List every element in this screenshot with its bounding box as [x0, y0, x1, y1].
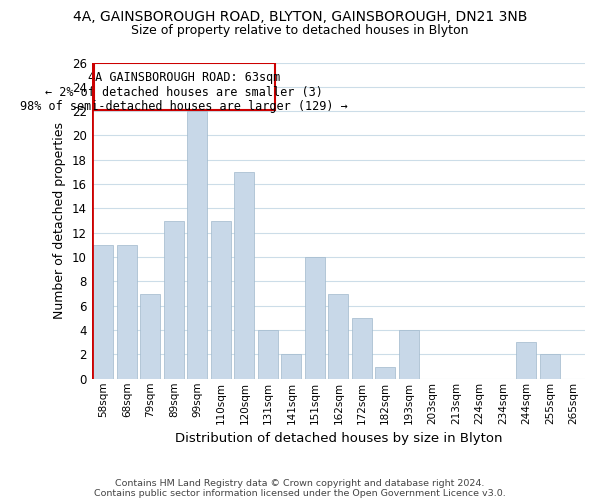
- Text: Size of property relative to detached houses in Blyton: Size of property relative to detached ho…: [131, 24, 469, 37]
- Bar: [516, 342, 536, 379]
- Text: 4A, GAINSBOROUGH ROAD, BLYTON, GAINSBOROUGH, DN21 3NB: 4A, GAINSBOROUGH ROAD, BLYTON, GAINSBORO…: [73, 10, 527, 24]
- Bar: [328, 294, 349, 379]
- Bar: [305, 257, 325, 379]
- Text: 98% of semi-detached houses are larger (129) →: 98% of semi-detached houses are larger (…: [20, 100, 348, 113]
- Bar: [187, 111, 208, 379]
- Bar: [281, 354, 301, 379]
- FancyBboxPatch shape: [94, 63, 275, 110]
- Bar: [399, 330, 419, 379]
- Bar: [352, 318, 372, 379]
- Text: 4A GAINSBOROUGH ROAD: 63sqm: 4A GAINSBOROUGH ROAD: 63sqm: [88, 71, 280, 84]
- Bar: [117, 245, 137, 379]
- Y-axis label: Number of detached properties: Number of detached properties: [53, 122, 66, 319]
- Text: Contains public sector information licensed under the Open Government Licence v3: Contains public sector information licen…: [94, 488, 506, 498]
- Text: ← 2% of detached houses are smaller (3): ← 2% of detached houses are smaller (3): [45, 86, 323, 98]
- X-axis label: Distribution of detached houses by size in Blyton: Distribution of detached houses by size …: [175, 432, 502, 445]
- Bar: [164, 220, 184, 379]
- Bar: [94, 245, 113, 379]
- Bar: [376, 366, 395, 379]
- Bar: [540, 354, 560, 379]
- Bar: [211, 220, 231, 379]
- Bar: [235, 172, 254, 379]
- Bar: [140, 294, 160, 379]
- Text: Contains HM Land Registry data © Crown copyright and database right 2024.: Contains HM Land Registry data © Crown c…: [115, 478, 485, 488]
- Bar: [258, 330, 278, 379]
